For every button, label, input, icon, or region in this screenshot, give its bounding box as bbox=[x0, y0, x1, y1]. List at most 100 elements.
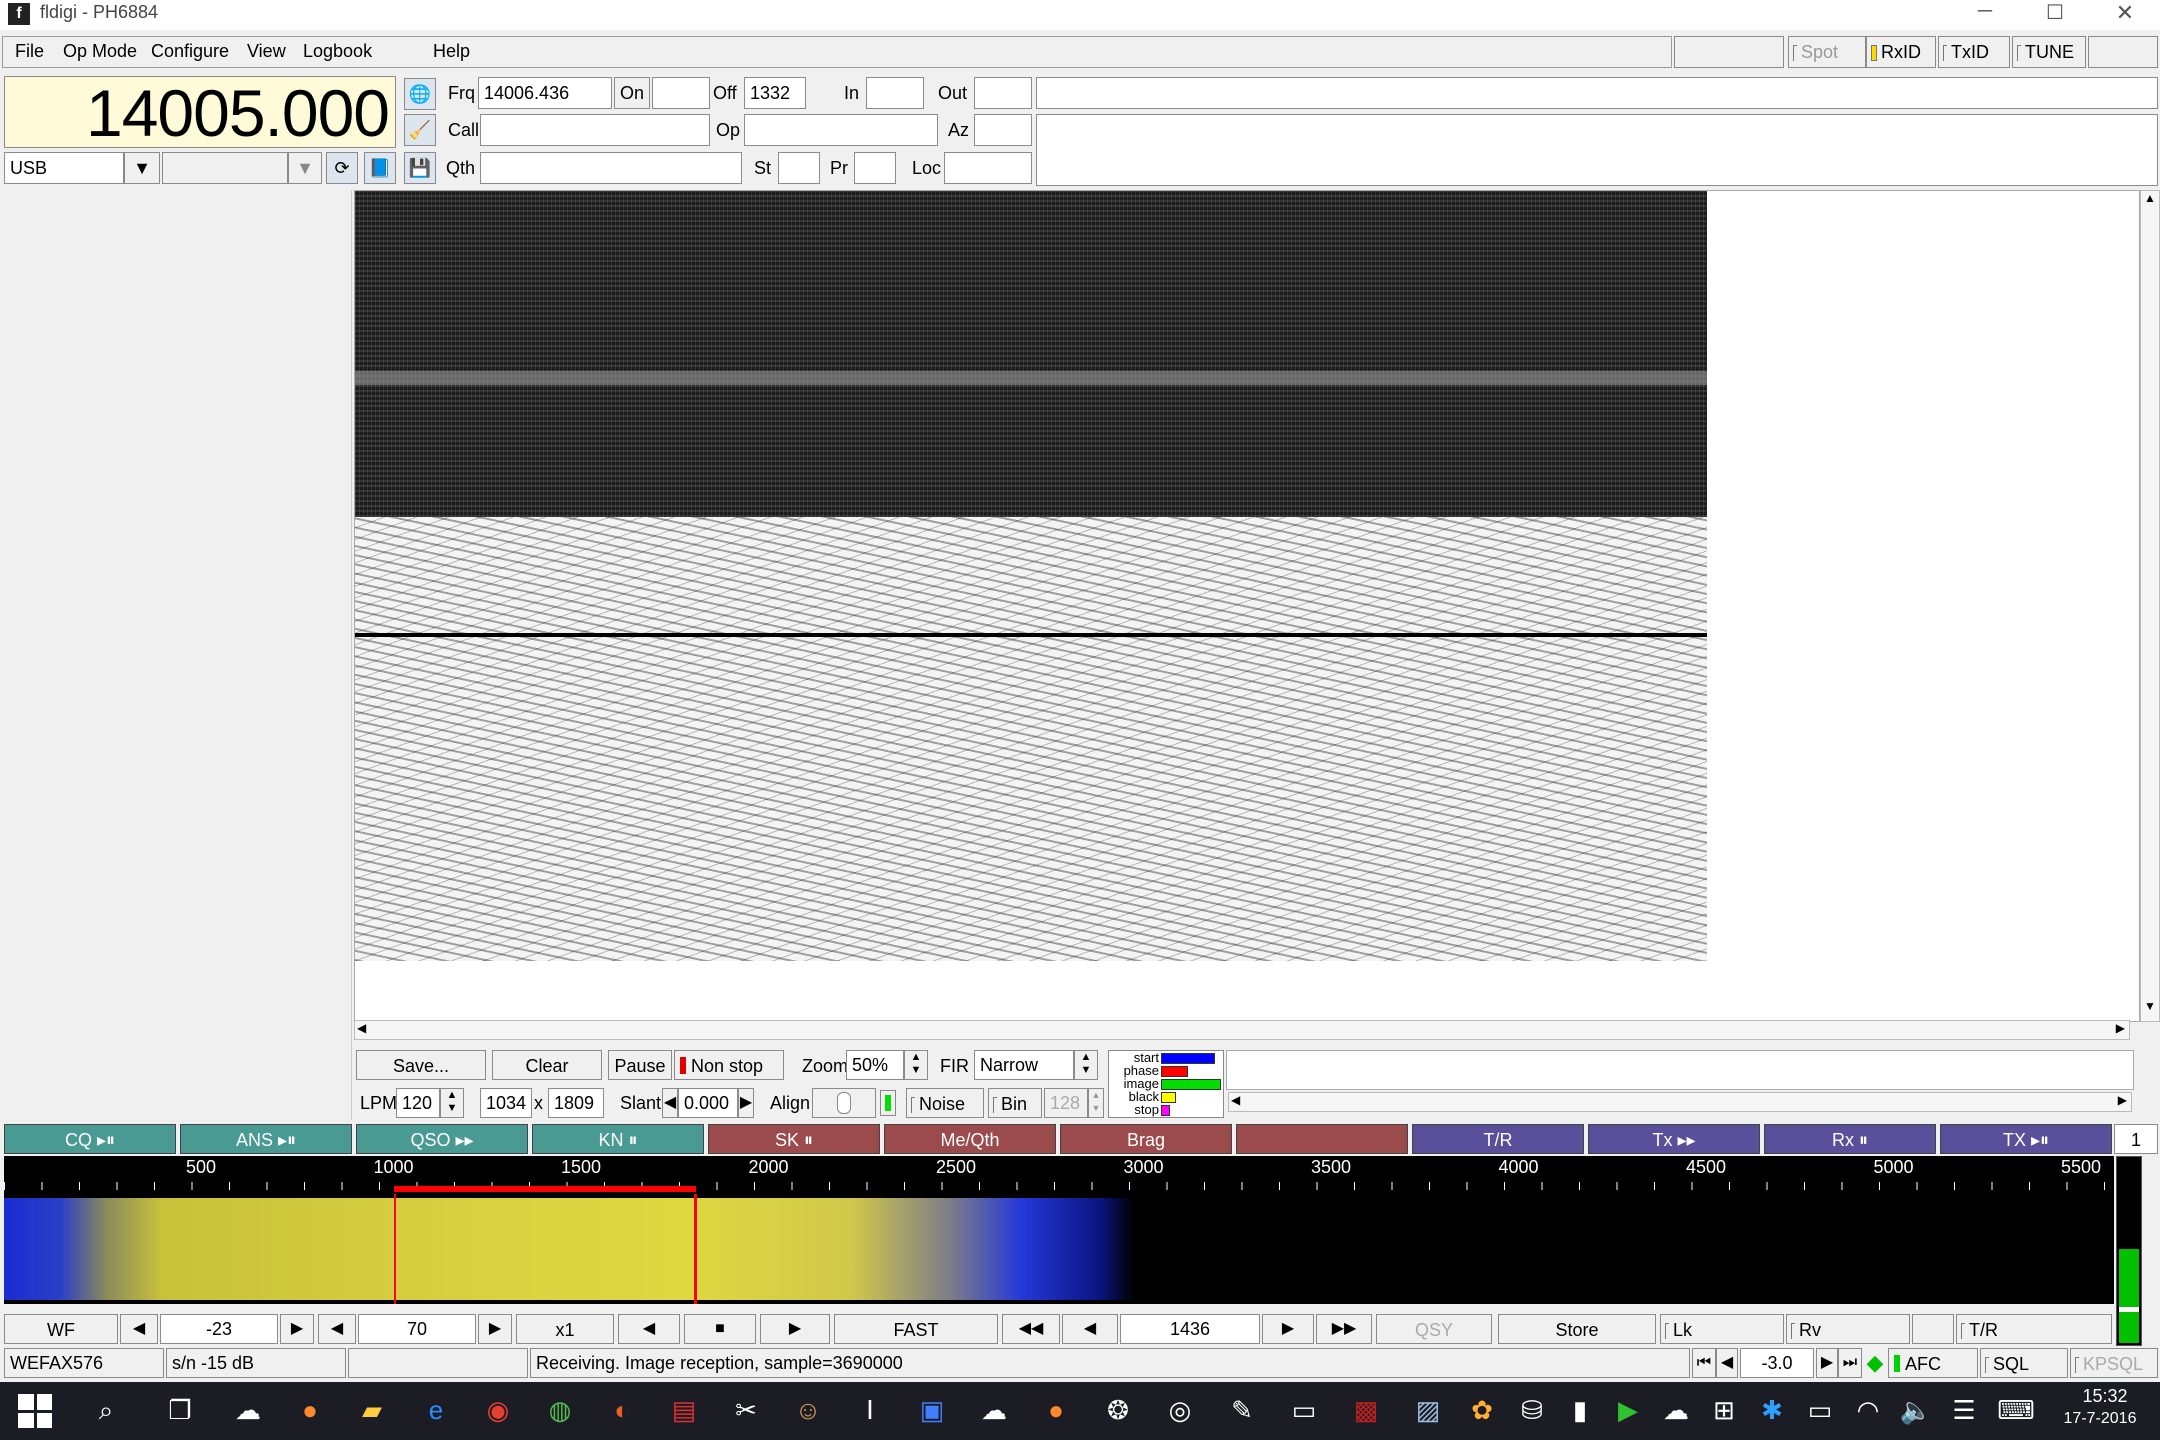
pause-button[interactable]: Pause bbox=[608, 1050, 672, 1080]
image-viewer-icon[interactable]: ▨ bbox=[1415, 1395, 1441, 1425]
firefox-2-icon[interactable]: ● bbox=[1048, 1395, 1064, 1425]
menu-help[interactable]: Help bbox=[433, 41, 471, 61]
red-app-icon[interactable]: ▤ bbox=[671, 1395, 697, 1425]
align-slider[interactable] bbox=[812, 1088, 876, 1118]
swirl-app-icon[interactable]: ◐ bbox=[614, 1395, 630, 1425]
notes-field[interactable] bbox=[1036, 114, 2158, 186]
macro-button-10[interactable]: Tx ▸▸ bbox=[1588, 1124, 1760, 1154]
clear-button[interactable]: Clear bbox=[492, 1050, 602, 1080]
tray-paint-icon[interactable]: ✿ bbox=[1471, 1395, 1493, 1425]
frequency-display[interactable]: 14005.000 bbox=[4, 76, 396, 148]
macro-button-1[interactable]: CQ ▸⏸ bbox=[4, 1124, 176, 1154]
qth-field[interactable] bbox=[480, 152, 742, 184]
wf-zoom-button[interactable]: x1 bbox=[516, 1314, 614, 1344]
face-app-icon[interactable]: ☺ bbox=[794, 1395, 822, 1425]
afc-fast-right-icon[interactable]: ⏭ bbox=[1838, 1348, 1862, 1378]
scroll-left-icon[interactable]: ◀ bbox=[357, 1021, 367, 1035]
out-field[interactable] bbox=[974, 77, 1032, 109]
tray-wifi-icon[interactable]: ◠ bbox=[1856, 1395, 1880, 1425]
op-field[interactable] bbox=[744, 114, 938, 146]
fir-spinner-icon[interactable]: ▲ ▼ bbox=[1074, 1050, 1098, 1080]
image-vertical-scrollbar[interactable]: ▲ ▼ bbox=[2140, 190, 2160, 1022]
leaf-app-icon[interactable]: ❂ bbox=[1107, 1395, 1129, 1425]
broom-icon[interactable]: 🧹 bbox=[404, 114, 436, 146]
close-icon[interactable]: ✕ bbox=[2115, 0, 2135, 25]
range-increase-icon[interactable]: ▶ bbox=[478, 1314, 512, 1344]
zoom-spinner-icon[interactable]: ▲ ▼ bbox=[904, 1050, 928, 1080]
bin-toggle[interactable]: Bin bbox=[988, 1088, 1042, 1118]
range-field[interactable]: 70 bbox=[358, 1314, 476, 1344]
wf-scroll-left-icon[interactable]: ◀ bbox=[618, 1314, 680, 1344]
waterfall-display[interactable] bbox=[4, 1194, 2114, 1304]
lpm-select[interactable]: 120 bbox=[396, 1088, 440, 1118]
image-horizontal-scrollbar[interactable]: ◀ ▶ bbox=[354, 1020, 2130, 1040]
carrier-decrease-icon[interactable]: ◀ bbox=[1062, 1314, 1118, 1344]
red-tool-icon[interactable]: ▩ bbox=[1353, 1395, 1379, 1425]
txid-toggle[interactable]: TxID bbox=[1938, 36, 2010, 68]
loc-field[interactable] bbox=[944, 152, 1032, 184]
bin-threshold-field[interactable]: 128 bbox=[1044, 1088, 1088, 1118]
afc-value-field[interactable]: -3.0 bbox=[1740, 1348, 1814, 1378]
align-slider-thumb-icon[interactable] bbox=[837, 1092, 851, 1114]
reverse-toggle[interactable]: Rv bbox=[1786, 1314, 1910, 1344]
tray-keyboard-icon[interactable]: ⌨ bbox=[1997, 1395, 2035, 1425]
globe-icon[interactable]: 🌐 bbox=[404, 78, 436, 110]
tray-play-icon[interactable]: ▶ bbox=[1618, 1395, 1638, 1425]
fir-select[interactable]: Narrow bbox=[974, 1050, 1074, 1080]
bandwidth-select[interactable] bbox=[162, 152, 288, 184]
wf-mode-button[interactable]: WF bbox=[4, 1314, 118, 1344]
store-button[interactable]: Store bbox=[1498, 1314, 1656, 1344]
sql-toggle[interactable]: SQL bbox=[1980, 1348, 2068, 1378]
edge-icon[interactable]: e bbox=[428, 1395, 444, 1425]
qsy-button[interactable]: QSY bbox=[1376, 1314, 1492, 1344]
refresh-icon[interactable]: ⟳ bbox=[326, 152, 358, 184]
cloud-app-icon[interactable]: ☁ bbox=[235, 1395, 261, 1425]
slant-decrease-icon[interactable]: ◀ bbox=[662, 1088, 678, 1118]
search-icon[interactable]: ⌕ bbox=[98, 1395, 114, 1425]
afc-right-icon[interactable]: ▶ bbox=[1816, 1348, 1838, 1378]
afc-toggle[interactable]: AFC bbox=[1888, 1348, 1978, 1378]
macro-button-2[interactable]: ANS ▸⏸ bbox=[180, 1124, 352, 1154]
wf-speed-button[interactable]: FAST bbox=[834, 1314, 998, 1344]
msg-scroll-right-icon[interactable]: ▶ bbox=[2117, 1093, 2127, 1107]
msg-scroll-left-icon[interactable]: ◀ bbox=[1231, 1093, 1241, 1107]
scissors-icon[interactable]: ✂ bbox=[735, 1395, 757, 1425]
notes-field-top[interactable] bbox=[1036, 77, 2158, 109]
book-icon[interactable]: 📘 bbox=[364, 152, 396, 184]
maximize-icon[interactable]: ☐ bbox=[2046, 2, 2064, 24]
scroll-right-icon[interactable]: ▶ bbox=[2115, 1021, 2125, 1035]
terminal-icon[interactable]: ▭ bbox=[1291, 1395, 1317, 1425]
sstv-app-icon[interactable]: ▣ bbox=[919, 1395, 945, 1425]
menu-opmode[interactable]: Op Mode bbox=[63, 41, 138, 61]
range-decrease-icon[interactable]: ◀ bbox=[318, 1314, 356, 1344]
carrier-increase-icon[interactable]: ▶ bbox=[1262, 1314, 1314, 1344]
globe-app-icon[interactable]: ◍ bbox=[548, 1395, 572, 1425]
cloud-app-2-icon[interactable]: ☁ bbox=[981, 1395, 1007, 1425]
noise-toggle[interactable]: Noise bbox=[906, 1088, 984, 1118]
menu-view[interactable]: View bbox=[247, 41, 286, 61]
status-mode[interactable]: WEFAX576 bbox=[4, 1348, 164, 1378]
save-log-icon[interactable]: 💾 bbox=[404, 152, 436, 184]
lpm-spinner-icon[interactable]: ▲ ▼ bbox=[440, 1088, 464, 1118]
bin-spinner-icon[interactable]: ▲ ▼ bbox=[1088, 1088, 1104, 1118]
clock-time[interactable]: 15:32 bbox=[2082, 1386, 2128, 1406]
on-button[interactable]: On bbox=[614, 77, 650, 109]
wefax-image-viewer[interactable] bbox=[354, 190, 2140, 1022]
on-field[interactable] bbox=[652, 77, 710, 109]
tray-volume-icon[interactable]: 🔈 bbox=[1899, 1395, 1933, 1425]
macro-button-5[interactable]: SK ⏸ bbox=[708, 1124, 880, 1154]
tray-notification-icon[interactable]: ☰ bbox=[1952, 1395, 1976, 1425]
menu-logbook[interactable]: Logbook bbox=[303, 41, 373, 61]
in-field[interactable] bbox=[866, 77, 924, 109]
firefox-icon[interactable]: ● bbox=[302, 1395, 318, 1425]
macro-button-12[interactable]: TX ▸⏸ bbox=[1940, 1124, 2112, 1154]
macro-button-3[interactable]: QSO ▸▸ bbox=[356, 1124, 528, 1154]
gauge-app-icon[interactable]: ◎ bbox=[1168, 1395, 1192, 1425]
az-field[interactable] bbox=[974, 114, 1032, 146]
off-field[interactable]: 1332 bbox=[744, 77, 806, 109]
macro-page-button[interactable]: 1 bbox=[2114, 1124, 2158, 1154]
wf-center-icon[interactable]: ■ bbox=[684, 1314, 756, 1344]
frq-field[interactable]: 14006.436 bbox=[478, 77, 612, 109]
image-height-field[interactable]: 1809 bbox=[548, 1088, 604, 1118]
st-field[interactable] bbox=[778, 152, 820, 184]
